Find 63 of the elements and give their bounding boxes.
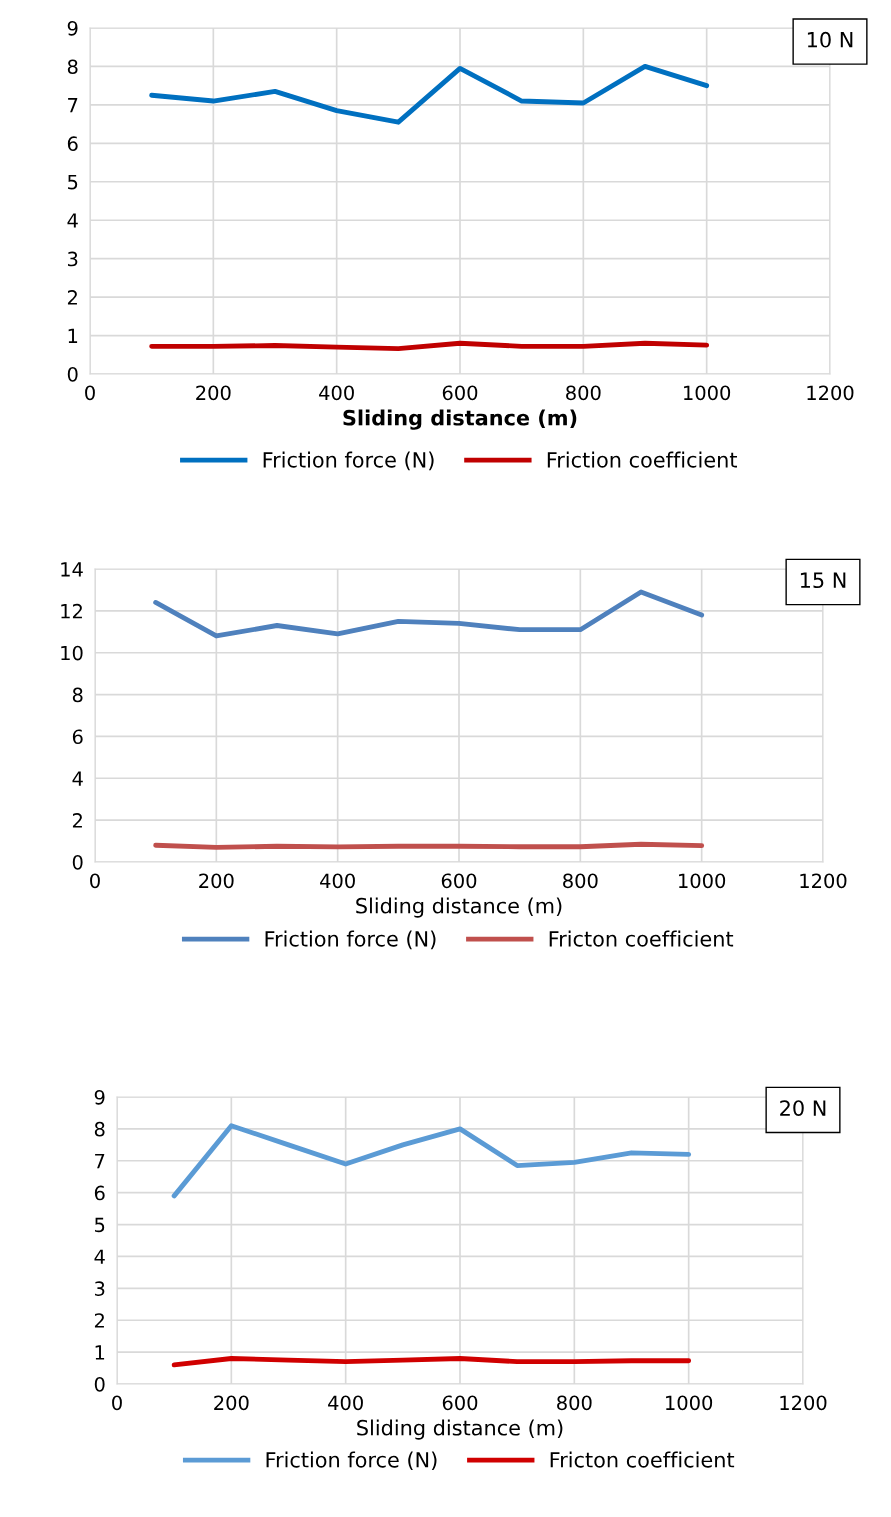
x-tick-label: 1200 (780, 1395, 827, 1411)
line-series (171, 1123, 692, 1199)
x-tick-label: 1000 (684, 385, 731, 401)
y-tick-label: 7 (68, 98, 78, 113)
y-tick-label: 14 (61, 562, 83, 577)
legend-label: Friction force (N) (266, 1451, 437, 1471)
x-tick-label: 600 (441, 873, 477, 889)
y-tick-label: 9 (94, 1089, 105, 1105)
y-tick-label: 5 (95, 1217, 105, 1233)
x-tick-label: 200 (196, 385, 231, 401)
y-tick-label: 7 (95, 1153, 105, 1169)
x-tick-label: 1200 (800, 873, 847, 889)
legend-label: Fricton coefficient (549, 930, 734, 947)
y-tick-label: 8 (72, 687, 83, 703)
y-tick-label: 4 (67, 213, 78, 228)
x-tick-label: 600 (442, 385, 478, 401)
x-tick-label: 400 (328, 1395, 363, 1411)
y-tick-label: 12 (61, 603, 82, 619)
y-tick-label: 3 (95, 1281, 105, 1296)
y-tick-label: 9 (67, 20, 78, 36)
legend-label: Friction coefficient (547, 451, 738, 468)
y-tick-label: 4 (72, 771, 83, 786)
y-tick-label: 8 (94, 1121, 105, 1137)
x-tick-label: 400 (319, 385, 354, 401)
y-tick-label: 1 (95, 1345, 105, 1360)
annotation: 20 N (780, 1100, 826, 1116)
line-series (171, 1356, 692, 1368)
x-axis-title: Sliding distance (m) (356, 897, 562, 918)
x-tick-label: 0 (112, 1395, 122, 1411)
y-tick-label: 2 (67, 290, 77, 305)
x-tick-label: 800 (563, 873, 598, 889)
x-axis-title: Sliding distance (m) (343, 409, 577, 430)
y-tick-label: 8 (67, 59, 78, 75)
x-tick-label: 1000 (666, 1395, 713, 1411)
line-series (149, 64, 710, 125)
y-tick-label: 0 (72, 854, 83, 870)
y-tick-label: 2 (72, 813, 82, 828)
x-tick-label: 400 (320, 873, 355, 889)
y-tick-label: 4 (94, 1249, 105, 1264)
x-tick-label: 1000 (679, 873, 726, 889)
x-tick-label: 1200 (807, 385, 854, 401)
y-tick-label: 6 (72, 729, 83, 745)
y-tick-label: 0 (67, 366, 78, 382)
y-tick-label: 3 (68, 251, 78, 267)
annotation: 10 N (807, 31, 853, 48)
y-tick-label: 0 (94, 1376, 105, 1392)
x-tick-label: 800 (557, 1395, 592, 1411)
y-tick-label: 6 (94, 1185, 105, 1201)
legend-label: Fricton coefficient (550, 1451, 735, 1468)
annotation: 15 N (800, 572, 846, 589)
x-tick-label: 200 (214, 1395, 249, 1411)
y-tick-label: 1 (68, 328, 78, 343)
y-tick-label: 2 (94, 1313, 104, 1328)
line-series (153, 589, 705, 639)
y-tick-label: 10 (61, 645, 83, 661)
x-tick-label: 200 (199, 873, 234, 889)
y-tick-label: 6 (67, 136, 78, 151)
x-tick-label: 800 (566, 385, 601, 401)
legend-label: Friction force (N) (265, 930, 436, 950)
x-tick-label: 600 (442, 1395, 478, 1411)
legend-label: Friction force (N) (263, 451, 434, 471)
x-axis-title: Sliding distance (m) (357, 1419, 563, 1440)
y-tick-label: 5 (68, 174, 78, 190)
